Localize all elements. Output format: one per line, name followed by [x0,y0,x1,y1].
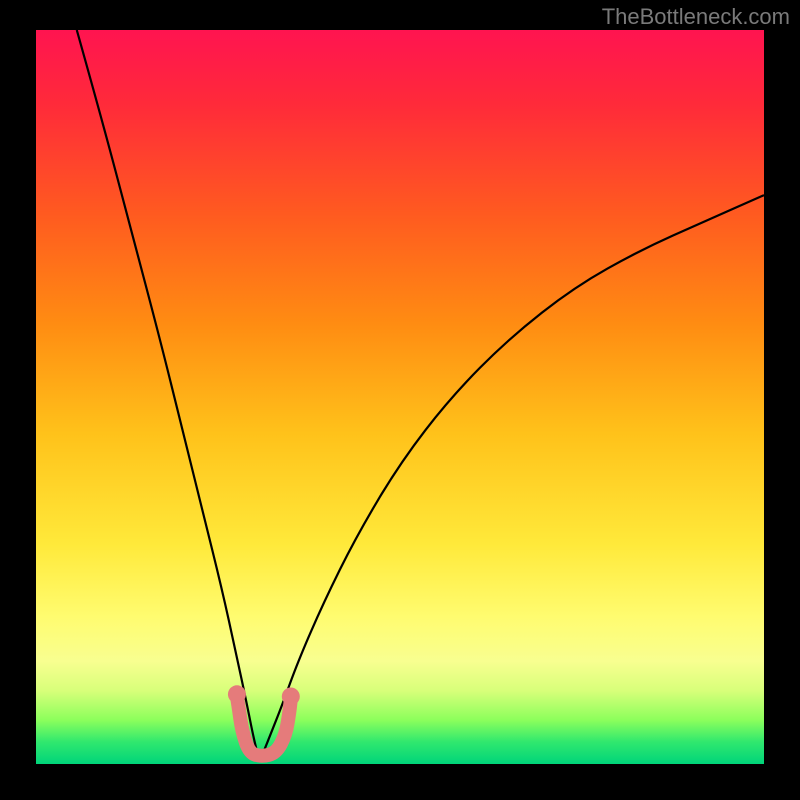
watermark-text: TheBottleneck.com [602,4,790,30]
figure-container: TheBottleneck.com [0,0,800,800]
plot-area [36,30,764,764]
valley-dot-right [282,687,300,705]
bottleneck-curve [77,30,764,758]
valley-dot-left [228,685,246,703]
curve-layer [36,30,764,764]
